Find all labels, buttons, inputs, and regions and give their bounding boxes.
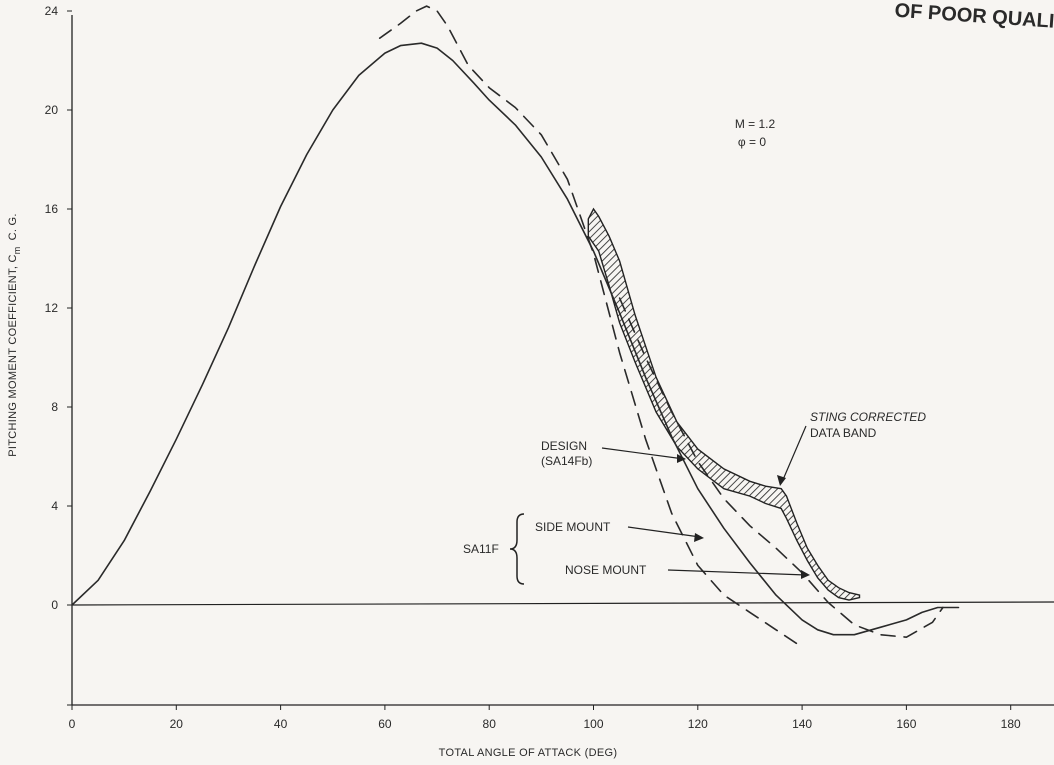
nose-mount-curve [618, 297, 944, 639]
band-sublabel: DATA BAND [810, 426, 877, 440]
y-tick-label: 0 [51, 598, 58, 612]
y-tick-label: 20 [45, 103, 59, 117]
x-tick-label: 80 [483, 717, 497, 731]
y-tick-label: 12 [45, 301, 59, 315]
series-lines [71, 5, 960, 648]
x-tick-label: 100 [583, 717, 603, 731]
x-axis-title: TOTAL ANGLE OF ATTACK (DEG) [439, 747, 618, 759]
ticks: 0 20 40 60 80 100 120 140 160 180 0 4 8 12 16 20 24 [45, 4, 1021, 731]
band-arrowhead [777, 475, 786, 486]
x-tick-label: 140 [792, 717, 812, 731]
design-sublabel: (SA14Fb) [541, 454, 592, 468]
sa11f-group-label: SA11F [463, 542, 499, 556]
side-mount-arrowhead [694, 533, 704, 542]
design-label: DESIGN [541, 439, 587, 453]
band-arrow [781, 425, 807, 483]
side-mount-arrow [627, 526, 701, 538]
x-tick-label: 180 [1001, 717, 1021, 731]
x-tick-label: 60 [378, 717, 392, 731]
sa11f-brace [509, 513, 525, 585]
sting-corrected-data-band [587, 207, 861, 601]
nose-mount-arrowhead [801, 570, 810, 579]
roll-angle-condition: φ = 0 [738, 135, 766, 149]
side-mount-label: SIDE MOUNT [535, 520, 611, 534]
x-tick-label: 20 [170, 717, 184, 731]
design-arrowhead [677, 454, 686, 463]
nose-mount-label: NOSE MOUNT [565, 563, 647, 577]
y-axis-title: PITCHING MOMENT COEFFICIENT, Cm C. G. [7, 213, 22, 457]
y-tick-label: 8 [51, 400, 58, 414]
header-stamp-text: OF POOR QUALI [894, 0, 1054, 33]
y-axis-title-subscript: m [12, 246, 22, 254]
nose-mount-arrow [667, 569, 807, 576]
y-axis-title-suffix: C. G. [7, 213, 19, 240]
y-tick-label: 24 [45, 4, 59, 18]
y-tick-label: 4 [51, 499, 58, 513]
x-tick-label: 40 [274, 717, 288, 731]
y-axis-title-main: PITCHING MOMENT COEFFICIENT, C [7, 254, 19, 457]
axes [71, 15, 1054, 706]
design-curve [71, 42, 960, 636]
side-mount-curve [378, 5, 803, 648]
zero-reference-line [71, 601, 1054, 606]
x-tick-label: 120 [688, 717, 708, 731]
design-arrow [601, 447, 685, 460]
y-tick-label: 16 [45, 202, 59, 216]
x-tick-label: 160 [896, 717, 916, 731]
mach-condition: M = 1.2 [735, 117, 776, 131]
band-label: STING CORRECTED [810, 410, 926, 424]
x-tick-label: 0 [69, 717, 76, 731]
